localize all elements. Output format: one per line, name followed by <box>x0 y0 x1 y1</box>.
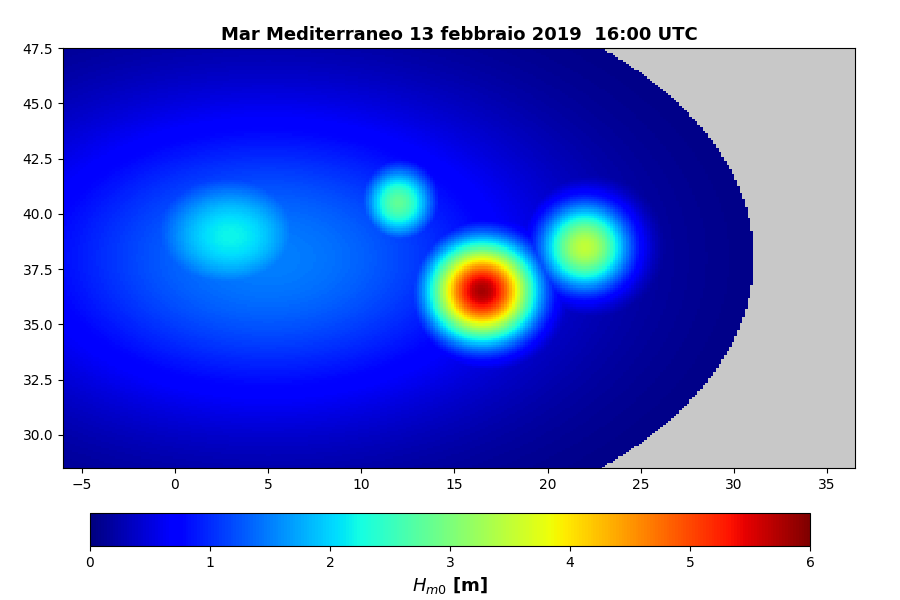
Title: Mar Mediterraneo 13 febbraio 2019  16:00 UTC: Mar Mediterraneo 13 febbraio 2019 16:00 … <box>220 26 698 44</box>
X-axis label: $H_{m0}$ [m]: $H_{m0}$ [m] <box>412 575 488 596</box>
